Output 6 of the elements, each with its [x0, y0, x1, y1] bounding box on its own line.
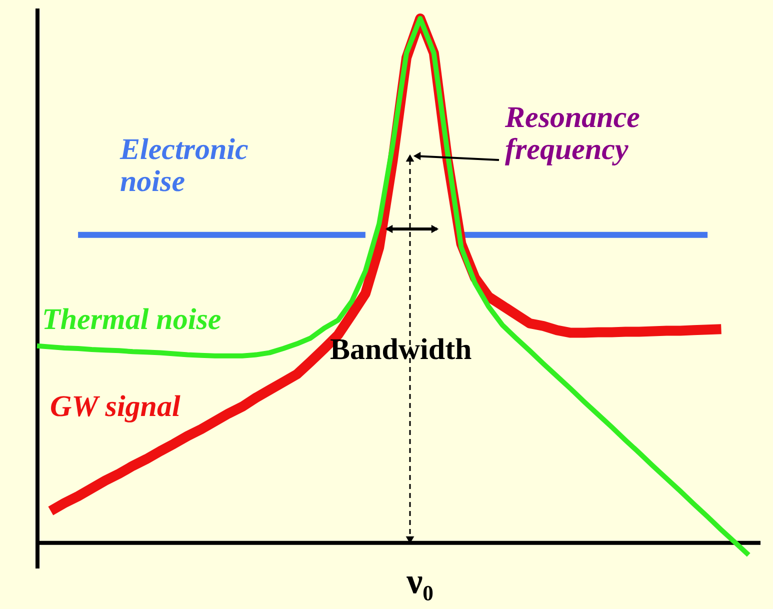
series-label: GW signal — [50, 390, 181, 423]
annotation: Bandwidth — [330, 333, 472, 366]
text: ν₀ — [406, 561, 434, 601]
annotation: Resonance frequency — [504, 101, 640, 166]
series-label: Thermal noise — [42, 303, 222, 336]
series-label: Electronic noise — [119, 133, 248, 198]
